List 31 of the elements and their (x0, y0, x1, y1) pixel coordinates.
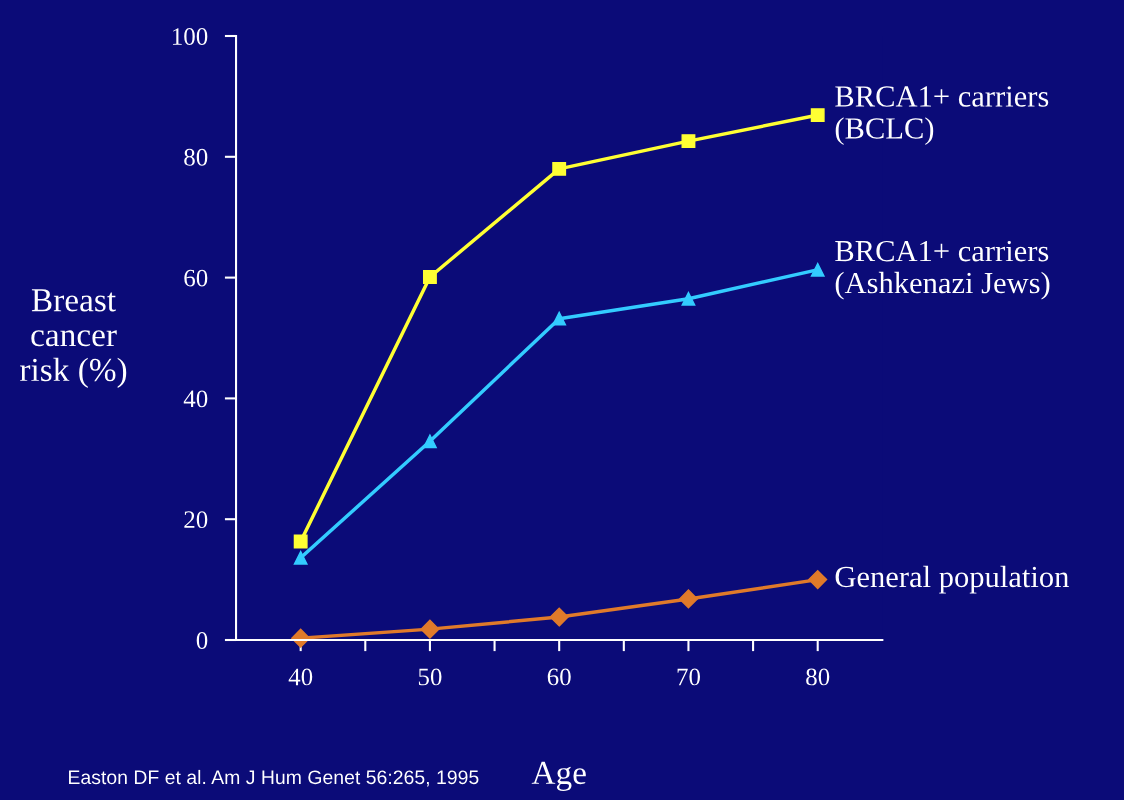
point (552, 311, 567, 326)
point (293, 550, 308, 565)
point (422, 270, 437, 284)
point (681, 291, 696, 306)
x-tick-label: 40 (288, 668, 313, 686)
y-tick-label: 20 (184, 511, 208, 529)
point (293, 534, 308, 549)
y-axis-title: Breast cancer risk (%) (20, 289, 127, 388)
y-tick-label: 100 (172, 28, 208, 45)
point (420, 619, 440, 639)
x-tick-label: 50 (418, 668, 442, 686)
series-label: BRCA1+ carriers (Ashkenazi Jews) (835, 240, 1050, 300)
y-tick-label: 80 (184, 148, 208, 166)
y-tick-label: 60 (184, 269, 208, 287)
point (549, 607, 569, 627)
point (808, 570, 828, 590)
point (810, 262, 825, 277)
text: Easton DF et al. Am J Hum Genet 56:265, 1995 (69, 769, 479, 787)
y-tick-label: 0 (196, 632, 208, 649)
x-axis-title: Age (531, 761, 586, 792)
x-tick-label: 60 (547, 668, 571, 686)
y-tick-label: 40 (183, 390, 208, 408)
point (552, 161, 567, 176)
x-tick-label: 70 (677, 668, 700, 686)
series-label: General population (835, 565, 1069, 594)
series-label: BRCA1+ carriers (BCLC) (835, 86, 1049, 145)
point (810, 108, 825, 123)
point (422, 434, 437, 449)
point (678, 589, 698, 609)
x-tick-label: 80 (806, 668, 830, 686)
point (681, 134, 696, 149)
